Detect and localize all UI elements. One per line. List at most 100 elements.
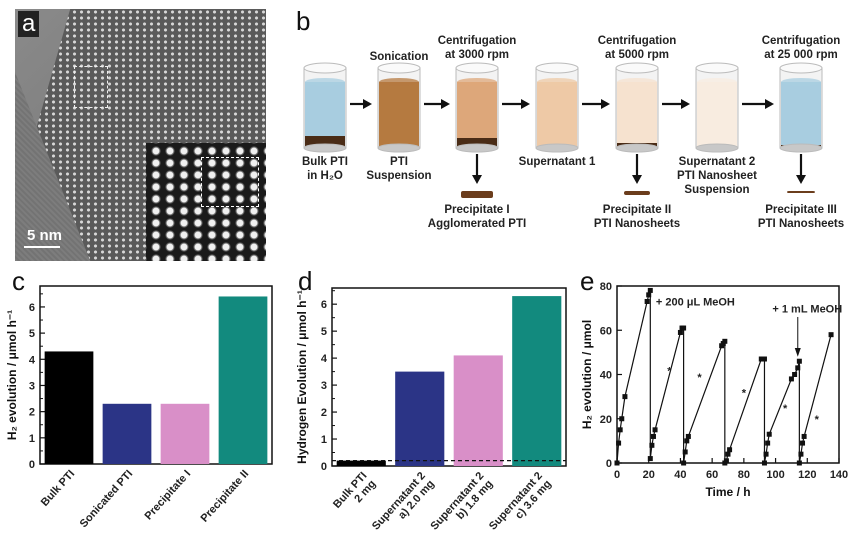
- y-tick-label: 4: [29, 354, 36, 366]
- vial-rim: [377, 62, 421, 74]
- vial-rim: [695, 62, 739, 74]
- precipitate-2-label: Precipitate II PTI Nanosheets: [593, 204, 681, 230]
- vial-bottom: [615, 143, 659, 153]
- x-tick-label: 100: [766, 469, 784, 481]
- vial-liquid-surface: [537, 78, 577, 86]
- y-tick-label: 4: [321, 353, 328, 365]
- vial-rim: [779, 62, 823, 74]
- cycle-1: [614, 287, 653, 466]
- star-mark: *: [815, 414, 820, 426]
- process-arrow-head: [681, 99, 690, 109]
- data-point: [798, 451, 804, 457]
- data-point: [766, 431, 772, 437]
- step-1-bottom-label: Bulk PTI in H₂O: [301, 156, 349, 182]
- vial-rim: [615, 62, 659, 74]
- vial-6: [695, 62, 774, 153]
- x-tick-label: 60: [706, 469, 718, 481]
- data-point: [727, 447, 733, 453]
- vial-liquid-surface: [781, 78, 821, 86]
- precipitate-1-label: Precipitate I Agglomerated PTI: [427, 204, 527, 230]
- x-tick-label: 0: [614, 469, 620, 481]
- vial-rim: [455, 62, 499, 74]
- pellet: [624, 191, 650, 195]
- step-7-top-label: Centrifugation at 25 000 rpm: [761, 35, 841, 61]
- vial-liquid: [697, 82, 737, 147]
- pellet: [461, 191, 493, 198]
- vial-liquid-surface: [305, 78, 345, 86]
- process-scheme: [303, 62, 823, 198]
- cycle-2: [647, 325, 687, 463]
- vial-bottom: [377, 143, 421, 153]
- data-point: [795, 365, 801, 371]
- selection-box: [74, 66, 108, 108]
- data-point: [681, 460, 687, 466]
- data-point: [765, 440, 771, 446]
- x-tick-label: 120: [798, 469, 816, 481]
- x-axis-label: Time / h: [705, 485, 750, 499]
- down-arrow-head: [632, 175, 642, 184]
- data-point: [652, 427, 658, 433]
- vial-liquid: [537, 82, 577, 147]
- y-tick-label: 60: [600, 325, 612, 337]
- data-point: [649, 442, 655, 448]
- category-label-2: Supernatant 2a) 2.0 mg: [370, 470, 437, 538]
- bar-4: [512, 296, 562, 466]
- data-point: [685, 433, 691, 439]
- process-arrow-head: [765, 99, 774, 109]
- cycle-line: [649, 327, 684, 459]
- y-tick-label: 0: [29, 459, 35, 471]
- cycle-line: [683, 340, 726, 464]
- y-tick-label: 2: [29, 407, 35, 419]
- star-mark: *: [697, 372, 702, 384]
- x-tick-label: 140: [830, 469, 848, 481]
- data-point: [792, 372, 798, 377]
- data-point: [647, 456, 653, 462]
- scale-bar: [24, 246, 60, 248]
- bar-2: [102, 403, 152, 464]
- cycle-5: [761, 358, 802, 466]
- data-point: [644, 298, 650, 304]
- star-mark: *: [742, 388, 747, 400]
- y-axis-label: Hydrogen Evolution / μmol h⁻¹: [295, 290, 309, 464]
- vial-bottom: [455, 143, 499, 153]
- annotation-arrow-head: [794, 347, 801, 357]
- vial-bottom: [303, 143, 347, 153]
- data-point: [647, 287, 653, 293]
- x-tick-label: 40: [674, 469, 686, 481]
- category-label-1: Bulk PTI: [39, 468, 77, 509]
- data-point: [619, 416, 625, 422]
- y-tick-label: 20: [600, 414, 612, 426]
- data-point: [796, 460, 802, 466]
- y-tick-label: 0: [321, 461, 327, 473]
- step-2-bottom-label: PTI Suspension: [366, 156, 432, 182]
- category-label-line: Bulk PTI: [39, 468, 77, 509]
- process-arrow-head: [363, 99, 372, 109]
- y-tick-label: 80: [600, 281, 612, 293]
- category-label-4: Precipitate II: [199, 468, 252, 525]
- category-label-3: Precipitate I: [143, 468, 194, 522]
- inset-selection-box: [201, 157, 259, 207]
- data-point: [614, 460, 620, 466]
- category-label-2: Sonicated PTI: [78, 468, 136, 530]
- precipitate-3-label: Precipitate III PTI Nanosheets: [757, 204, 845, 230]
- vial-liquid-surface: [697, 78, 737, 86]
- data-point: [828, 332, 834, 338]
- panel-label-b: b: [296, 6, 311, 36]
- tem-micrograph: 5 nm a: [15, 9, 266, 261]
- vial-liquid: [379, 82, 419, 147]
- category-label-1: Bulk PTI2 mg: [331, 470, 378, 519]
- vial-2: [377, 62, 450, 153]
- y-tick-label: 6: [29, 302, 35, 314]
- bar-2: [395, 371, 445, 466]
- vial-liquid: [457, 82, 497, 147]
- star-mark: *: [667, 366, 672, 378]
- pellet: [787, 191, 815, 193]
- category-label-line: Precipitate II: [199, 468, 252, 525]
- y-tick-label: 3: [321, 380, 327, 392]
- vial-rim: [535, 62, 579, 74]
- data-point: [677, 329, 683, 335]
- vial-liquid-surface: [457, 78, 497, 86]
- data-point: [801, 433, 807, 439]
- bar-1: [44, 351, 94, 464]
